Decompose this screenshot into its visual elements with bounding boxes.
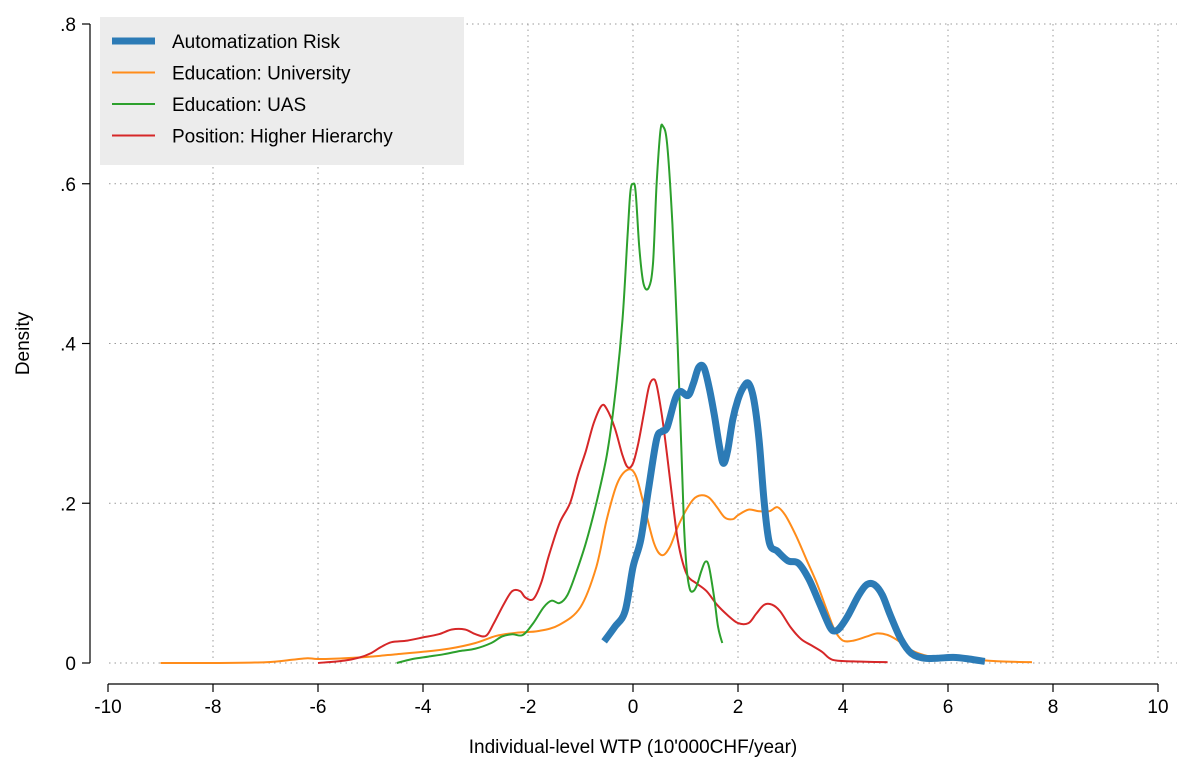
x-tick-label: 8: [1048, 697, 1059, 718]
x-tick-label: 4: [838, 697, 849, 718]
series-line-education-university: [160, 468, 1033, 665]
x-tick-label: 10: [1147, 697, 1168, 718]
series-line-education-uas: [396, 123, 724, 664]
x-tick-label: 6: [943, 697, 954, 718]
y-axis-title: Density: [13, 311, 34, 375]
x-tick-label: 0: [628, 697, 639, 718]
x-tick-label: -2: [520, 697, 537, 718]
series-line-position-higher-hierarchy: [317, 378, 888, 664]
y-axis-ticks: 0 .2 .4 .6 .8: [60, 15, 90, 675]
legend-label: Education: University: [172, 64, 351, 85]
legend-label: Education: UAS: [172, 95, 306, 116]
legend-label: Position: Higher Hierarchy: [172, 127, 393, 148]
x-tick-label: 2: [733, 697, 744, 718]
y-tick-label: .2: [60, 494, 76, 515]
x-tick-label: -6: [310, 697, 327, 718]
series-line-automatization-risk: [601, 361, 986, 665]
x-tick-label: -10: [94, 697, 121, 718]
x-axis-ticks: -10 -8 -6 -4 -2 0 2 4 6 8 10: [94, 684, 1169, 718]
x-axis-title: Individual-level WTP (10'000CHF/year): [469, 737, 798, 758]
legend: Automatization Risk Education: University…: [100, 17, 464, 165]
y-tick-label: .6: [60, 175, 76, 196]
legend-label: Automatization Risk: [172, 32, 340, 53]
y-tick-label: .8: [60, 15, 76, 36]
y-tick-label: .4: [60, 335, 76, 356]
x-tick-label: -4: [415, 697, 432, 718]
series-lines: [160, 123, 1033, 665]
y-tick-label: 0: [65, 654, 76, 675]
x-tick-label: -8: [205, 697, 222, 718]
legend-background: [100, 17, 464, 165]
